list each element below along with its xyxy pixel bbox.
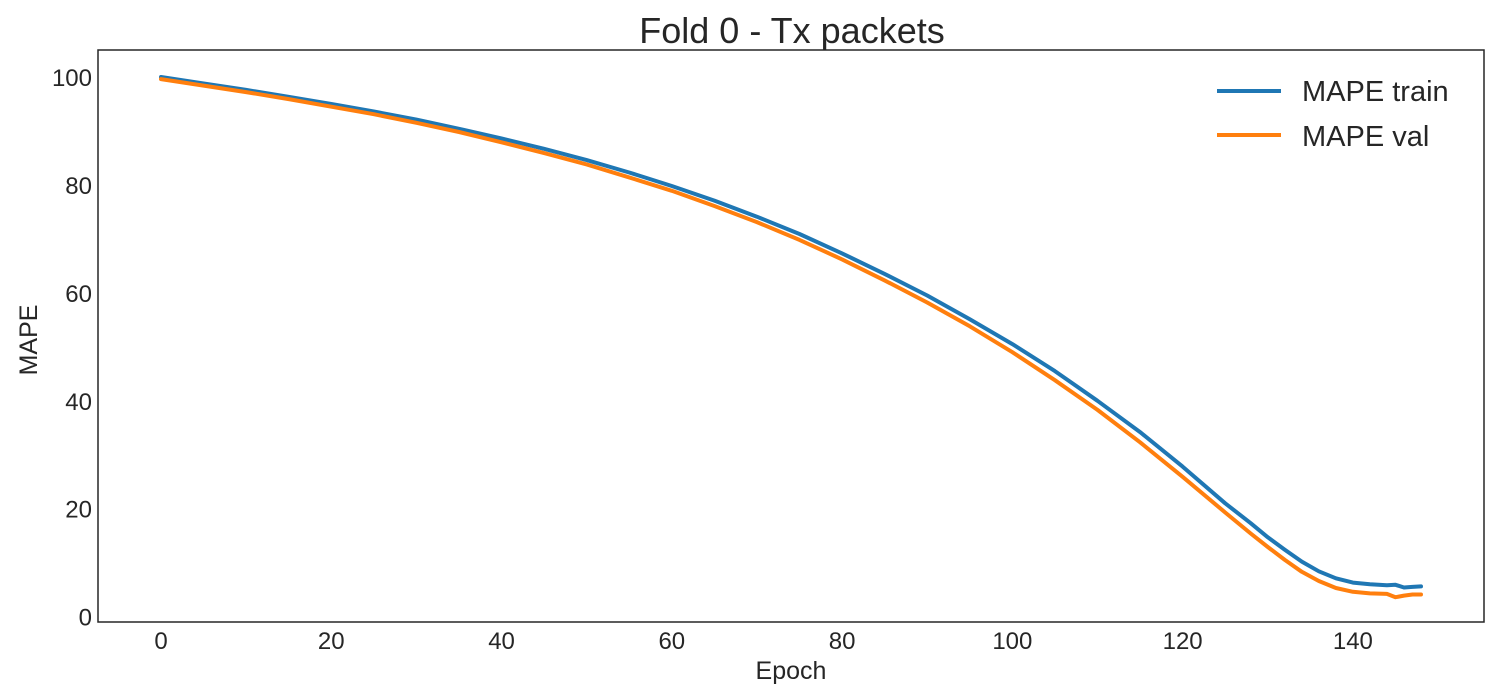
y-tick-label: 100 bbox=[52, 65, 92, 92]
y-tick-label: 60 bbox=[65, 281, 92, 308]
legend: MAPE train MAPE val bbox=[1217, 76, 1449, 153]
x-tick-label: 120 bbox=[1163, 628, 1203, 655]
series-lines bbox=[159, 75, 1423, 600]
y-tick-label: 40 bbox=[65, 389, 92, 416]
x-tick-label: 20 bbox=[318, 628, 345, 655]
y-tick-label: 0 bbox=[79, 605, 92, 632]
x-tick-label: 0 bbox=[154, 628, 167, 655]
series-line-train bbox=[159, 75, 1423, 590]
legend-label-train: MAPE train bbox=[1302, 76, 1449, 108]
x-axis-label: Epoch bbox=[756, 657, 827, 685]
y-axis-label: MAPE bbox=[15, 305, 43, 376]
x-axis-ticks: 0 20 40 60 80 100 120 140 bbox=[154, 628, 1373, 655]
x-tick-label: 80 bbox=[829, 628, 856, 655]
series-line-val bbox=[159, 77, 1423, 600]
legend-label-val: MAPE val bbox=[1302, 121, 1429, 153]
x-tick-label: 100 bbox=[992, 628, 1032, 655]
x-tick-label: 40 bbox=[488, 628, 515, 655]
x-tick-label: 60 bbox=[658, 628, 685, 655]
chart-title: Fold 0 - Tx packets bbox=[639, 10, 944, 51]
y-tick-label: 20 bbox=[65, 497, 92, 524]
y-axis-ticks: 0 20 40 60 80 100 bbox=[52, 65, 92, 632]
x-tick-label: 140 bbox=[1333, 628, 1373, 655]
y-tick-label: 80 bbox=[65, 173, 92, 200]
